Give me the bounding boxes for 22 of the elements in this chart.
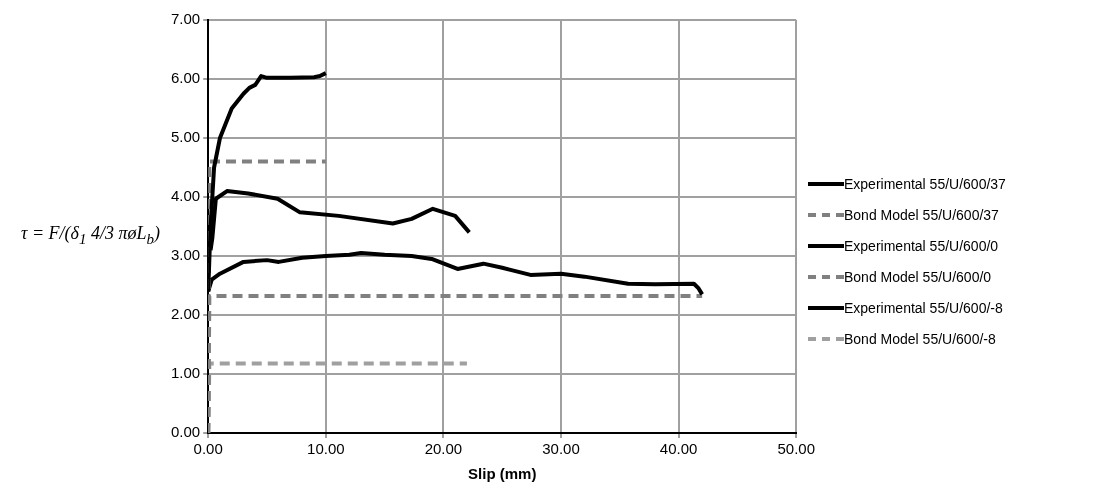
y-tick-label: 1.00: [170, 364, 201, 382]
x-tick-label: 50.00: [777, 440, 816, 458]
legend-label: Experimental 55/U/600/-8: [844, 299, 1003, 316]
x-tick-label: 10.00: [307, 440, 345, 458]
y-tick-label: 0.00: [170, 423, 201, 441]
x-tick-label: 40.00: [659, 440, 698, 458]
legend-label: Bond Model 55/U/600/0: [844, 268, 992, 285]
x-tick-label: 0.00: [193, 440, 223, 458]
y-tick-label: 5.00: [170, 128, 201, 146]
y-tick-label: 6.00: [170, 69, 201, 87]
x-axis-title: Slip (mm): [468, 465, 537, 483]
y-tick-label: 2.00: [170, 305, 201, 323]
x-tick-label: 30.00: [542, 440, 580, 458]
legend-label: Experimental 55/U/600/0: [844, 237, 999, 254]
x-tick-label: 20.00: [424, 440, 463, 458]
legend-label: Experimental 55/U/600/37: [844, 175, 1006, 192]
y-axis-title: τ = F/(δ$_{1}$ 4/3 πøL$_{b}$): [20, 223, 161, 248]
y-tick-label: 3.00: [170, 246, 201, 264]
legend-label: Bond Model 55/U/600/-8: [844, 330, 996, 347]
y-tick-label: 4.00: [170, 187, 201, 205]
y-tick-label: 7.00: [170, 10, 201, 28]
legend-label: Bond Model 55/U/600/37: [844, 206, 999, 223]
